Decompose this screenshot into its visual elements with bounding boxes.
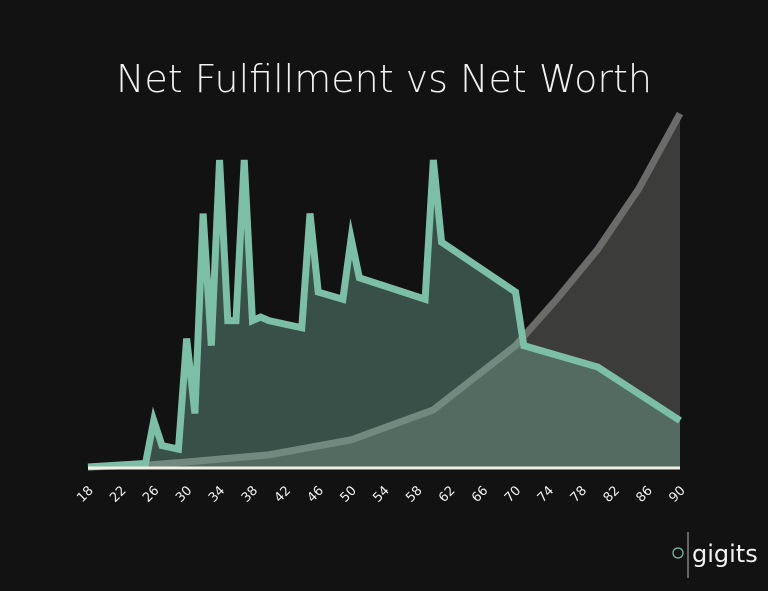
area (88, 113, 680, 467)
brand: gigits (692, 540, 758, 568)
area (88, 159, 680, 468)
chart-title: Net Fulfillment vs Net Worth (116, 57, 652, 101)
brand-icon (672, 547, 684, 559)
line (87, 111, 684, 471)
line (87, 159, 682, 471)
